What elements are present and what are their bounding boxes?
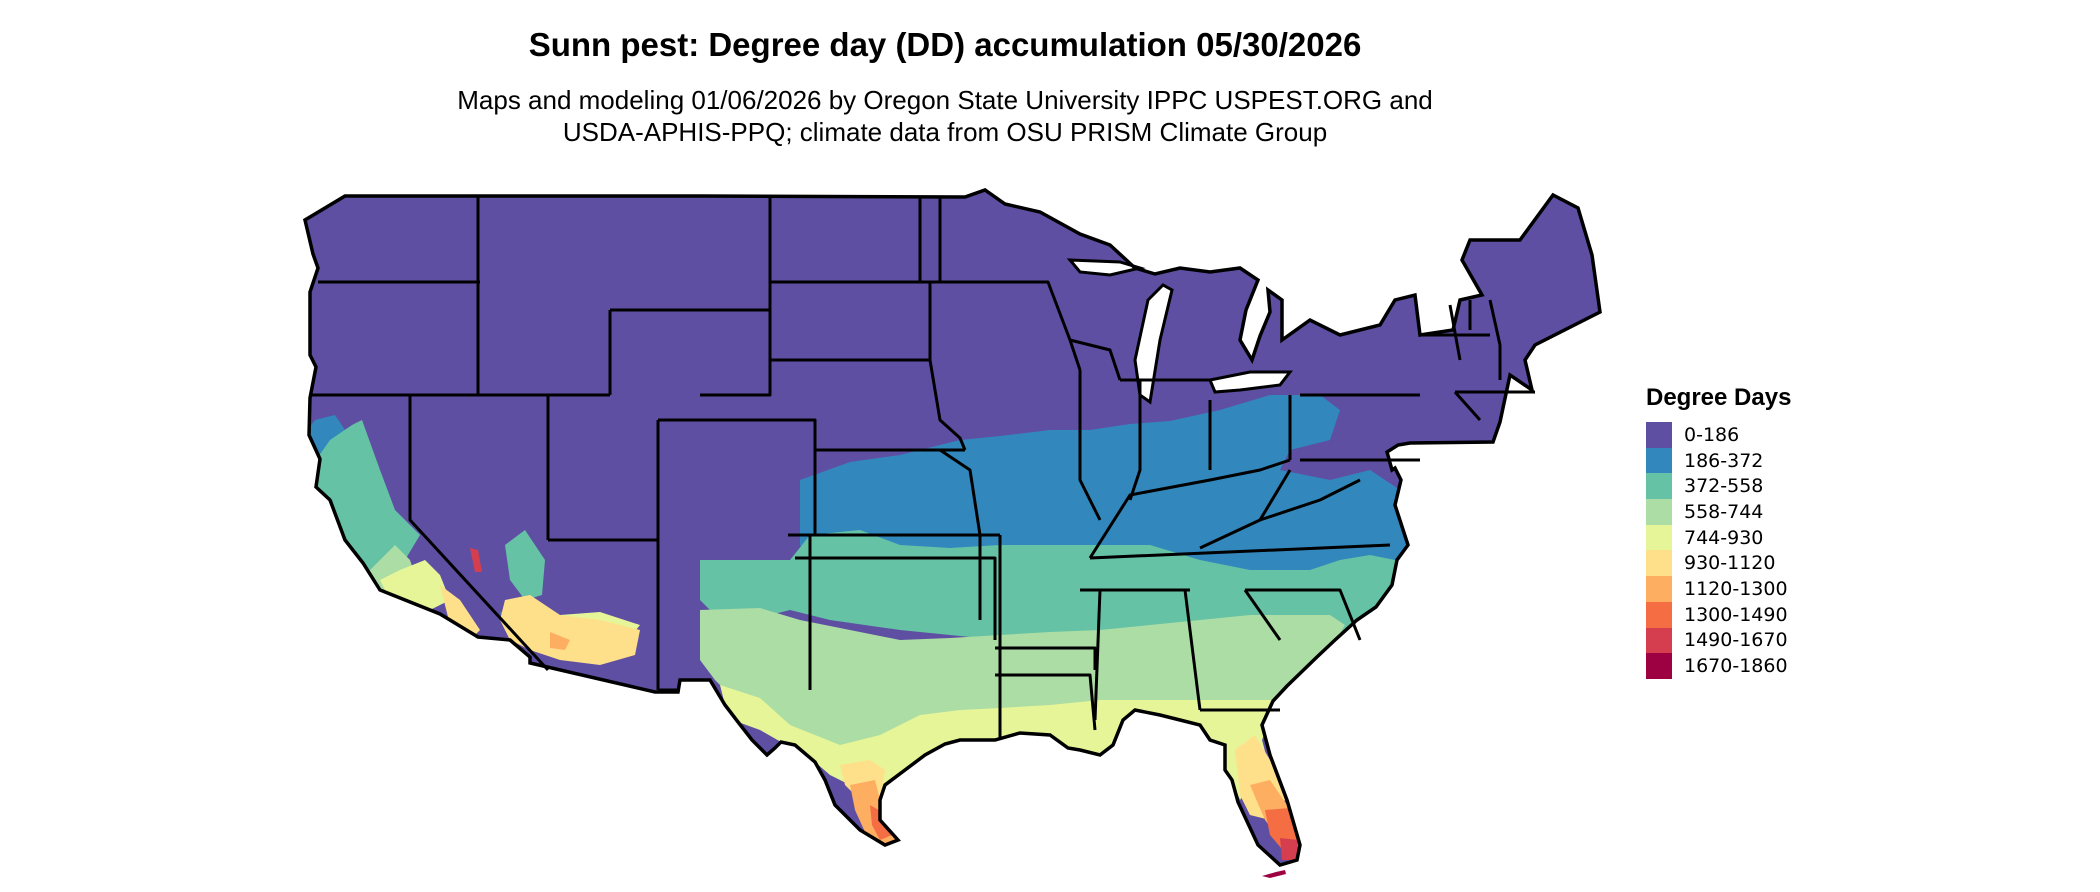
legend: Degree Days 0-186 186-372 372-558 558-744 74… (1646, 384, 1791, 679)
degree-day-fill (305, 190, 1600, 865)
legend-item: 930-1120 (1646, 550, 1791, 577)
zone-1300-1490 (870, 805, 1300, 855)
legend-label: 1490-1670 (1684, 629, 1788, 652)
legend-item: 1670-1860 (1646, 653, 1791, 679)
legend-item: 558-744 (1646, 499, 1791, 525)
legend-item: 1490-1670 (1646, 627, 1791, 654)
legend-item: 372-558 (1646, 473, 1791, 500)
zone-372-558 (316, 420, 1420, 640)
legend-label: 1300-1490 (1684, 603, 1788, 626)
legend-title: Degree Days (1646, 384, 1792, 411)
legend-swatch (1646, 499, 1672, 525)
legend-items: 0-186 186-372 372-558 558-744 744-930 930-112… (1646, 422, 1791, 679)
map-title: Sunn pest: Degree day (DD) accumulation … (528, 26, 1362, 63)
legend-label: 558-744 (1684, 500, 1764, 523)
florida-keys (1262, 870, 1286, 878)
zone-930-1120 (440, 585, 1285, 820)
legend-label: 930-1120 (1684, 552, 1776, 575)
legend-swatch (1646, 524, 1672, 551)
legend-label: 744-930 (1684, 526, 1764, 549)
subtitle-line-1: Maps and modeling 01/06/2026 by Oregon S… (457, 85, 1433, 115)
legend-label: 186-372 (1684, 449, 1764, 472)
map-subtitle: Maps and modeling 01/06/2026 by Oregon S… (0, 84, 1890, 148)
legend-item: 0-186 (1646, 422, 1791, 448)
zone-744-930 (380, 560, 1275, 800)
great-lakes (1066, 258, 1294, 405)
legend-swatch (1646, 627, 1672, 654)
legend-swatch (1646, 422, 1672, 448)
state-boundaries (312, 196, 1535, 740)
legend-item: 744-930 (1646, 524, 1791, 551)
legend-item: 1300-1490 (1646, 601, 1791, 628)
legend-swatch (1646, 473, 1672, 500)
legend-label: 372-558 (1684, 475, 1764, 498)
legend-swatch (1646, 601, 1672, 628)
legend-swatch (1646, 447, 1672, 474)
subtitle-line-2: USDA-APHIS-PPQ; climate data from OSU PR… (562, 117, 1328, 147)
legend-item: 186-372 (1646, 447, 1791, 474)
legend-swatch (1646, 550, 1672, 577)
legend-item: 1120-1300 (1646, 576, 1791, 602)
legend-label: 1670-1860 (1684, 655, 1788, 678)
legend-label: 0-186 (1684, 423, 1740, 446)
legend-label: 1120-1300 (1684, 577, 1788, 600)
legend-swatch (1646, 576, 1672, 602)
legend-swatch (1646, 653, 1672, 679)
